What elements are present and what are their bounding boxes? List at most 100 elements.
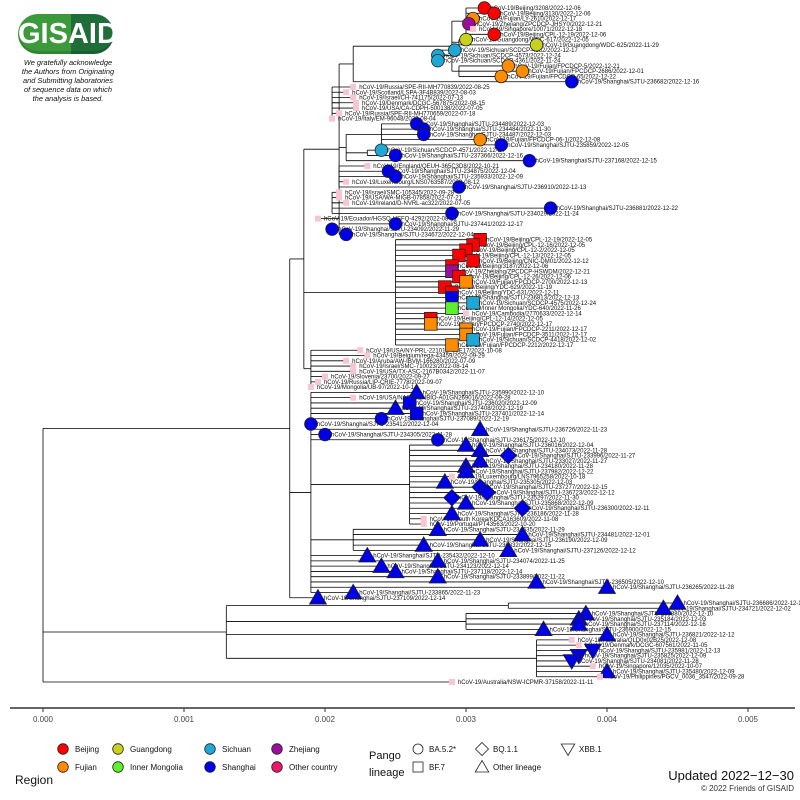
tip-label: hCoV-19/Shanghai/SJTU-235432/2022-12-10: [373, 554, 495, 560]
tip-marker-triangle-up: [428, 520, 448, 536]
tip-label: hCoV-19/Italy/EM-96048/2022-08-04: [338, 117, 436, 123]
tip-label: hCoV-19/Shanghai/SJTU-234073/2022-11-28: [486, 448, 608, 454]
legend-swatch-other-country: [271, 761, 283, 773]
other-country-tip-marker: [350, 394, 357, 401]
axis-tick-label: 0.004: [597, 715, 618, 724]
tip-label: hCoV-19/Shanghai/SJTU-234029/2022-11-24: [458, 211, 580, 217]
ack-line: the analysis is based.: [32, 94, 104, 103]
tip-label: hCoV-19/Zhejiang/ZPCDCP-JHSY0/2022-12-21: [475, 22, 603, 28]
tip-label: hCoV-19/Shanghai/SJTU-233899/2022-11-22: [444, 575, 566, 581]
tip-marker-circle: [494, 138, 508, 152]
tip-label: hCoV-19/USA/CA-CDPH-500138/2022-07-05: [362, 106, 483, 112]
legend-shape-diamond-icon: [474, 741, 490, 757]
tip-label: hCoV-19/Australia/QLD0x02B25/2022-12-08: [578, 638, 697, 644]
tip-label: hCoV-19/Shanghai/SJTU-234489/2022-12-03: [423, 122, 545, 128]
other-country-tip-marker: [307, 384, 314, 391]
other-country-tip-marker: [575, 642, 582, 649]
tip-label: hCoV-19/Shanghai/SJTU-234672/2022-12-04: [352, 232, 474, 238]
tip-label: hCoV-19/Shanghai/SJTU-235297/2022-11-30: [458, 496, 580, 502]
tip-label: hCoV-19/Beijing/3208/2022-12-06: [490, 6, 581, 12]
legend-swatch-zhejiang: [271, 743, 283, 755]
updated-date: Updated 2022−12−30: [668, 768, 794, 783]
tip-marker-triangle-up: [343, 583, 363, 600]
tip-label: hCoV-19/Sichuan/SCDCP-4352/2022-12-17: [461, 48, 579, 54]
tip-label: hCoV-19/Cambodia/2770633/2022-12-14: [472, 311, 582, 317]
tip-label: hCoV-19/Shanghai/SJTU-235880/2022-12-10: [592, 612, 714, 618]
tip-label: hCoV-19/Beijing/CNIC-DM01/2022-12-12: [479, 259, 589, 265]
other-country-tip-marker: [321, 373, 328, 380]
tip-label: hCoV-19/Fujian/FPCDCP-3511/2022-12-17: [472, 332, 588, 338]
other-country-tip-marker: [448, 679, 455, 686]
tip-label: hCoV-19/Belgium/rega-43459/2022-09-29: [373, 354, 485, 360]
tip-label: hCoV-19/Luxembourg/LNS7965258/2022-10-18: [458, 475, 586, 481]
tip-label: hCoV-19/Shanghai/SJTU-235480/2022-12-09: [613, 669, 735, 675]
copyright: © 2022 Friends of GISAID: [700, 784, 794, 793]
tip-marker-circle: [339, 227, 353, 242]
other-country-tip-marker: [314, 215, 321, 222]
tip-label: hCoV-19/Beijing/3187/2022-12-06: [458, 264, 549, 270]
tip-marker-circle: [304, 417, 318, 431]
tip-label: hCoV-19/Australia/NSW-ICPMR-37158/2022-1…: [458, 680, 594, 686]
tip-label: hCoV-19/Shanghai/SJTU-237168/2022-12-15: [535, 159, 657, 165]
tip-label: hCoV-19/USA/TX-ASC-2167B0342/2022-11-07: [359, 369, 485, 375]
tip-label: hCoV-19/Shanghai/SJTU-234635/2022-11-29: [444, 527, 566, 533]
tip-label: hCoV-19/Fujian/LY-2610/2022-12-17: [479, 17, 577, 23]
tip-marker-triangle-up: [527, 572, 546, 589]
tip-label: hCoV-19/Shanghai/SJTU-234484/2022-11-30: [430, 127, 552, 133]
tip-marker-triangle-up: [386, 399, 405, 415]
tip-label: hCoV-19/Shanghai/SJTU-236832/2022-12-15: [430, 543, 552, 549]
tip-label: hCoV-19/Beijing/YDC-629/2022-11-19: [451, 285, 553, 291]
tip-label: hCoV-19/Shanghai/SJTU-236186/2022-11-28: [458, 512, 580, 518]
tip-label: hCoV-19/Shanghai/SJTU-236686/2022-12-15: [684, 601, 800, 607]
tip-label: hCoV-19/Philippines/PGCV_0036_3547/2022-…: [606, 675, 745, 681]
other-country-tip-marker: [470, 26, 477, 33]
other-country-tip-marker: [314, 378, 321, 385]
tip-label: hCoV-19/Shanghai/SJTU-236726/2022-11-23: [486, 427, 608, 433]
tip-label: hCoV-19/Shanghai/SJTU-236265/2022-11-28: [613, 585, 735, 591]
tip-label: hCoV-19/Shanghai/SJTU-237277/2022-12-15: [486, 485, 608, 491]
tip-label: hCoV-19/Ireland/D-NVRL-ac322/2022-07-05: [352, 201, 471, 207]
tip-label: hCoV-19/South Korea/KDCA163609/2022-11-0…: [430, 517, 559, 523]
tip-marker-square: [409, 406, 424, 421]
tip-label: hCoV-19/Fujian/FPCDCP-2740/2022-12-17: [437, 322, 553, 328]
tip-marker-circle: [374, 143, 389, 157]
tip-label: hCoV-19/Shanghai/SJTU-235184/2022-12-03: [585, 617, 707, 623]
legend-label-lineage: BA.5.2*: [429, 745, 456, 754]
legend-label-lineage: Other lineage: [493, 763, 542, 772]
gisaid-logo-mark: GISAID: [18, 14, 118, 54]
tip-label: hCoV-19/Fujian/FPCDCP-06-1/2022-12-08: [486, 138, 601, 144]
tip-label: hCoV-19/Shanghai/SJTU-237114/2022-12-16: [585, 622, 707, 628]
other-country-tip-marker: [350, 94, 357, 101]
other-country-tip-marker: [336, 110, 343, 117]
tip-label: hCoV-19/Shanghai/SJTU-233027/2022-11-27: [486, 459, 608, 465]
other-country-tip-marker: [353, 105, 360, 112]
tree-tips: hCoV-19/Beijing/3208/2022-12-06 hCoV-19/B…: [304, 1, 800, 686]
legend-label-lineage: BF.7: [429, 763, 446, 772]
legend-label-lineage: XBB.1: [579, 745, 602, 754]
other-country-tip-marker: [353, 99, 360, 106]
other-country-tip-marker: [343, 178, 350, 185]
tip-label: hCoV-19/Beijing/CPL-12-13/2022-12-05: [465, 253, 572, 259]
other-country-tip-marker: [364, 162, 371, 169]
tip-marker-triangle-up: [597, 625, 617, 642]
tip-label: hCoV-19/Singapore/12035/2022-10-07: [599, 664, 703, 670]
ack-line: the Authors from Originating: [21, 67, 115, 76]
other-country-tip-marker: [343, 357, 350, 364]
axis-tick-label: 0.000: [33, 715, 54, 724]
legend-lineage-title: lineage: [369, 767, 404, 779]
tip-label: hCoV-19/Shanghai/SJTU-236900/2022-12-15: [550, 627, 672, 633]
tip-label: hCoV-19/Shanghai/SJTU-235933/2022-12-09: [402, 175, 524, 181]
tip-label: hCoV-19/Shanghai/SJTU-237126/2022-12-12: [514, 548, 636, 554]
legend-label-region: Fujian: [75, 763, 97, 772]
tip-marker-diamond: [499, 446, 518, 465]
tip-label: hCoV-19/Shanghai/SJTU-234487/2022-12-03: [430, 132, 552, 138]
tip-label: hCoV-19/England/QEUH-365C3D8/2022-10-21: [373, 164, 499, 170]
tip-label: hCoV-19/Shanghai/SJTU-236881/2022-12-22: [557, 206, 679, 212]
tip-marker-diamond: [478, 483, 496, 502]
tip-label: hCoV-19/Shanghai/SJTU-236190/2022-12-09: [486, 538, 608, 544]
axis-tick-label: 0.001: [174, 715, 195, 724]
legend-label-region: Other country: [289, 763, 337, 772]
tip-label: hCoV-19/Russia/SPE-RII-MH770839/2022-08-…: [359, 85, 490, 91]
tip-label: hCoV-19/Scotland/LSPA-3F4B839/2022-08-03: [352, 90, 476, 96]
tip-label: hCoV-19/Shanghai/SJTU-234092/2022-11-29: [338, 227, 460, 233]
